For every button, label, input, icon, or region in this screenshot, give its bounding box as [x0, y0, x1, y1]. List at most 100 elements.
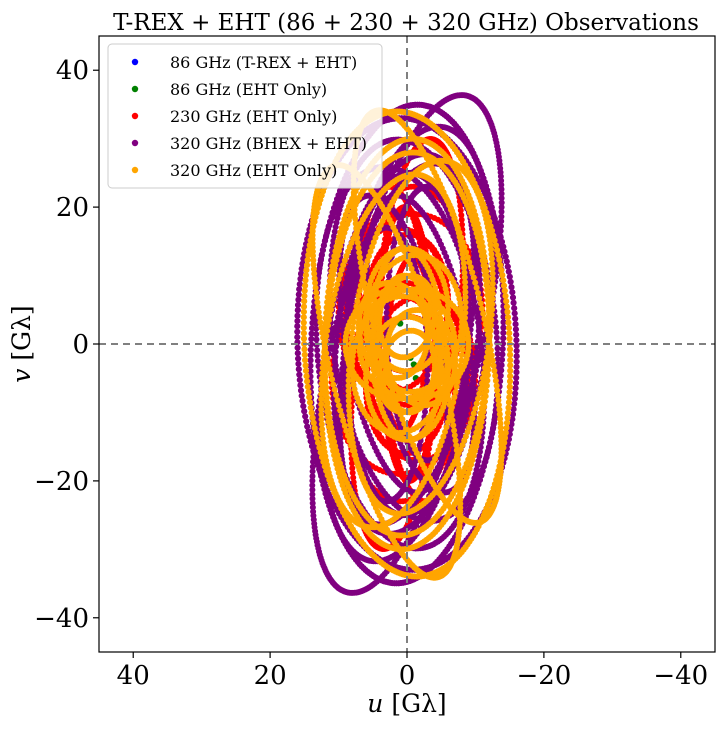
data-point [475, 319, 482, 326]
data-point [500, 335, 507, 342]
data-point [457, 207, 464, 214]
data-point [383, 309, 390, 316]
data-point [339, 360, 346, 367]
data-point [297, 275, 304, 282]
data-series-layer [294, 92, 520, 596]
data-point [313, 336, 320, 343]
data-point [503, 258, 510, 265]
data-point [333, 367, 340, 374]
data-point [494, 350, 501, 357]
data-point [354, 361, 361, 368]
data-point [308, 336, 315, 342]
data-point [476, 330, 483, 337]
data-point [307, 346, 314, 353]
data-point [304, 423, 311, 430]
data-point [331, 351, 338, 358]
data-point [511, 395, 518, 402]
data-point [510, 406, 517, 413]
data-point [510, 299, 517, 306]
data-point [513, 347, 520, 354]
data-point [500, 324, 507, 331]
data-point [294, 323, 301, 330]
data-point [493, 334, 500, 341]
data-point [330, 329, 337, 336]
data-point [511, 400, 518, 407]
data-point [295, 291, 302, 298]
data-point [306, 433, 313, 440]
data-point [313, 325, 320, 332]
data-point [513, 331, 520, 338]
data-point [512, 390, 519, 397]
data-point [295, 366, 302, 373]
data-point [294, 350, 301, 357]
data-point [314, 357, 321, 364]
data-point [458, 216, 465, 223]
data-point [512, 326, 519, 333]
data-point [295, 296, 302, 303]
data-point [349, 460, 355, 467]
data-point [501, 248, 508, 255]
data-point [383, 304, 390, 311]
data-point [295, 360, 302, 367]
data-point [504, 263, 511, 270]
data-point [333, 319, 340, 326]
data-point [307, 352, 314, 359]
data-point [453, 320, 460, 327]
data-point [297, 382, 304, 389]
data-point [296, 286, 303, 293]
data-point [476, 324, 483, 331]
data-point [513, 337, 520, 344]
data-point [349, 469, 356, 476]
data-point [329, 334, 336, 341]
data-point [513, 358, 520, 365]
data-point [513, 353, 520, 360]
data-point [295, 355, 302, 362]
data-point [296, 371, 303, 378]
data-point [468, 316, 475, 323]
data-point [474, 362, 481, 369]
data-point [513, 342, 520, 349]
data-point [509, 289, 516, 296]
data-point [457, 202, 464, 209]
data-point [299, 397, 306, 404]
data-point [506, 273, 513, 280]
data-point [350, 474, 357, 481]
data-point [511, 310, 518, 317]
data-point [307, 357, 314, 364]
data-point [512, 321, 519, 328]
data-point [477, 352, 484, 359]
data-point [511, 305, 518, 312]
data-point [458, 212, 465, 219]
data-point [475, 357, 482, 364]
data-point [301, 408, 308, 415]
data-point [300, 403, 307, 410]
data-point [294, 328, 301, 335]
data-point [493, 324, 500, 331]
chart-title: T-REX + EHT (86 + 230 + 320 GHz) Observa… [113, 10, 699, 36]
data-point [494, 345, 501, 352]
data-point [478, 347, 485, 354]
data-point [296, 376, 303, 383]
data-point [298, 392, 305, 399]
data-point [295, 302, 301, 308]
data-point [303, 418, 310, 425]
data-point [468, 321, 475, 328]
data-point [459, 221, 465, 228]
data-point [339, 365, 346, 372]
data-point [474, 314, 481, 321]
data-point [294, 312, 301, 319]
data-point [500, 329, 507, 336]
data-point [294, 318, 301, 324]
data-point [513, 374, 520, 381]
data-point [298, 387, 304, 394]
data-point [505, 268, 512, 275]
data-point [494, 356, 501, 363]
data-point [513, 364, 520, 370]
data-point [512, 385, 519, 392]
data-point [302, 413, 309, 420]
data-point [508, 284, 515, 291]
data-point [424, 377, 431, 384]
data-point [313, 331, 320, 338]
data-point [350, 479, 357, 486]
data-point [499, 346, 506, 352]
